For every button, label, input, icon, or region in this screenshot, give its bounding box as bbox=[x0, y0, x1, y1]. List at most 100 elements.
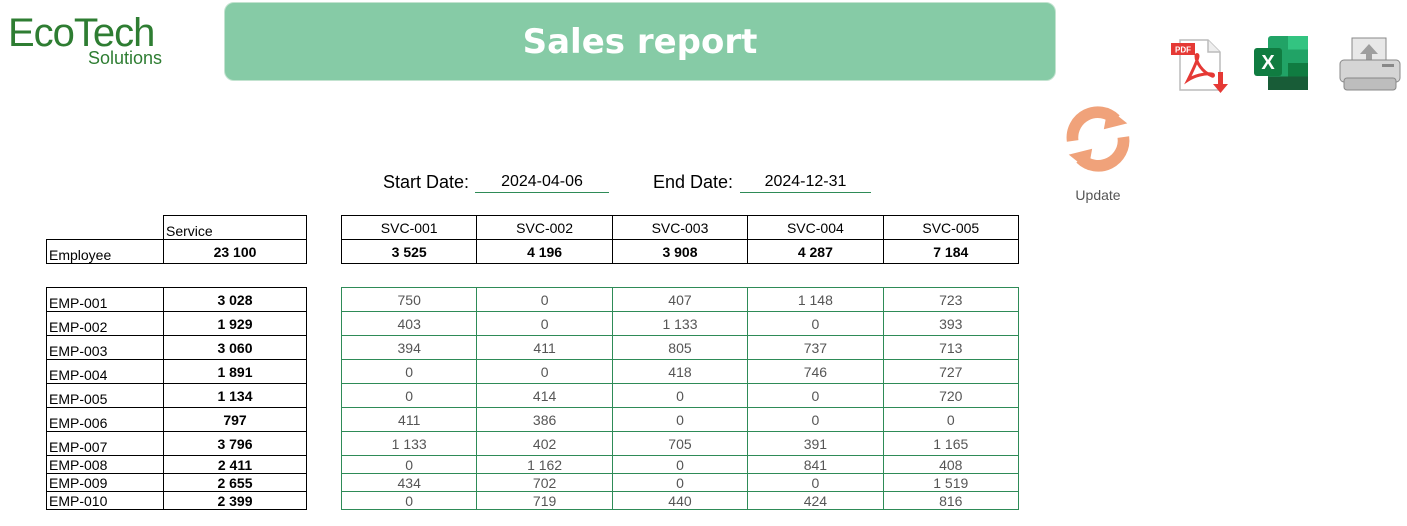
sales-cell: 0 bbox=[476, 287, 613, 312]
start-date-field[interactable]: 2024-04-06 bbox=[475, 172, 609, 193]
table-row: EMP-001 3 028 bbox=[46, 287, 307, 312]
employee-total: 2 411 bbox=[163, 455, 307, 474]
service-code-header: SVC-003 bbox=[611, 215, 749, 240]
sales-cell: 719 bbox=[476, 491, 613, 510]
sales-cell: 0 bbox=[747, 407, 884, 432]
sales-cell: 727 bbox=[882, 359, 1020, 384]
grid-row: 0 414 0 0 720 bbox=[340, 383, 1020, 408]
sales-cell: 1 148 bbox=[747, 287, 884, 312]
employee-id: EMP-008 bbox=[46, 455, 164, 474]
service-total: 3 525 bbox=[340, 239, 478, 264]
pdf-export-icon[interactable]: PDF bbox=[1168, 34, 1232, 96]
grid-row: 403 0 1 133 0 393 bbox=[340, 311, 1020, 336]
sales-cell: 841 bbox=[747, 455, 884, 474]
employee-total: 3 060 bbox=[163, 335, 307, 360]
employee-total: 3 796 bbox=[163, 431, 307, 456]
table-row: EMP-009 2 655 bbox=[46, 473, 307, 492]
employee-id: EMP-004 bbox=[46, 359, 164, 384]
grid-row: 0 719 440 424 816 bbox=[340, 491, 1020, 510]
employee-total: 1 891 bbox=[163, 359, 307, 384]
sales-cell: 403 bbox=[340, 311, 478, 336]
sales-cell: 0 bbox=[340, 359, 478, 384]
sales-cell: 386 bbox=[476, 407, 613, 432]
table-row: EMP-010 2 399 bbox=[46, 491, 307, 510]
end-date-field[interactable]: 2024-12-31 bbox=[740, 172, 871, 193]
sales-cell: 0 bbox=[747, 311, 884, 336]
update-button[interactable]: Update bbox=[1058, 100, 1138, 210]
sales-cell: 720 bbox=[882, 383, 1020, 408]
table-row: EMP-006 797 bbox=[46, 407, 307, 432]
excel-export-icon[interactable]: X bbox=[1250, 32, 1314, 94]
sales-cell: 0 bbox=[611, 383, 749, 408]
sales-cell: 0 bbox=[611, 455, 749, 474]
grid-row: 394 411 805 737 713 bbox=[340, 335, 1020, 360]
service-code-header: SVC-005 bbox=[882, 215, 1020, 240]
sales-cell: 402 bbox=[476, 431, 613, 456]
service-total: 4 287 bbox=[747, 239, 884, 264]
employee-totals-table: EMP-001 3 028 EMP-002 1 929 EMP-003 3 060 EMP-… bbox=[46, 287, 307, 510]
employee-total: 1 134 bbox=[163, 383, 307, 408]
sales-grid: 750 0 407 1 148 723 403 0 1 133 0 393 394 411 805 737… bbox=[340, 287, 1020, 510]
service-code-header: SVC-004 bbox=[747, 215, 884, 240]
sales-cell: 407 bbox=[611, 287, 749, 312]
service-total: 4 196 bbox=[476, 239, 613, 264]
service-total: 7 184 bbox=[882, 239, 1020, 264]
sales-cell: 0 bbox=[340, 455, 478, 474]
company-logo: EcoTech Solutions bbox=[8, 12, 178, 72]
sales-cell: 414 bbox=[476, 383, 613, 408]
employee-total: 797 bbox=[163, 407, 307, 432]
start-date-label: Start Date: bbox=[383, 172, 470, 192]
sales-cell: 0 bbox=[340, 491, 478, 510]
service-header-table: SVC-001 SVC-002 SVC-003 SVC-004 SVC-005 3 52… bbox=[340, 215, 1020, 264]
employee-id: EMP-010 bbox=[46, 491, 164, 510]
sales-cell: 1 519 bbox=[882, 473, 1020, 492]
printer-icon[interactable] bbox=[1338, 34, 1402, 96]
sales-cell: 1 162 bbox=[476, 455, 613, 474]
employee-id: EMP-009 bbox=[46, 473, 164, 492]
sales-cell: 418 bbox=[611, 359, 749, 384]
grid-row: 434 702 0 0 1 519 bbox=[340, 473, 1020, 492]
service-code-header: SVC-001 bbox=[340, 215, 478, 240]
table-row: EMP-003 3 060 bbox=[46, 335, 307, 360]
employee-id: EMP-005 bbox=[46, 383, 164, 408]
grand-total: 23 100 bbox=[163, 239, 307, 264]
sales-cell: 805 bbox=[611, 335, 749, 360]
sales-cell: 713 bbox=[882, 335, 1020, 360]
service-header: Service bbox=[163, 215, 307, 240]
employee-id: EMP-001 bbox=[46, 287, 164, 312]
sales-cell: 1 165 bbox=[882, 431, 1020, 456]
sales-cell: 816 bbox=[882, 491, 1020, 510]
table-row: EMP-004 1 891 bbox=[46, 359, 307, 384]
sales-cell: 408 bbox=[882, 455, 1020, 474]
sales-cell: 0 bbox=[747, 473, 884, 492]
sales-cell: 434 bbox=[340, 473, 478, 492]
refresh-icon bbox=[1066, 106, 1130, 172]
employee-total: 2 399 bbox=[163, 491, 307, 510]
sales-cell: 424 bbox=[747, 491, 884, 510]
sales-cell: 0 bbox=[340, 383, 478, 408]
table-row: EMP-005 1 134 bbox=[46, 383, 307, 408]
grid-row: 750 0 407 1 148 723 bbox=[340, 287, 1020, 312]
logo-subtitle: Solutions bbox=[88, 48, 163, 68]
service-total: 3 908 bbox=[611, 239, 749, 264]
sales-cell: 394 bbox=[340, 335, 478, 360]
service-code-header: SVC-002 bbox=[476, 215, 613, 240]
logo-brand: EcoTech bbox=[8, 11, 155, 55]
sales-cell: 0 bbox=[611, 407, 749, 432]
sales-cell: 0 bbox=[611, 473, 749, 492]
table-row: EMP-002 1 929 bbox=[46, 311, 307, 336]
summary-table: Service Employee 23 100 bbox=[46, 215, 307, 264]
sales-cell: 0 bbox=[476, 311, 613, 336]
grid-row: 411 386 0 0 0 bbox=[340, 407, 1020, 432]
table-row: EMP-008 2 411 bbox=[46, 455, 307, 474]
employee-id: EMP-006 bbox=[46, 407, 164, 432]
sales-cell: 393 bbox=[882, 311, 1020, 336]
sales-cell: 391 bbox=[747, 431, 884, 456]
employee-total: 2 655 bbox=[163, 473, 307, 492]
sales-cell: 737 bbox=[747, 335, 884, 360]
sales-cell: 0 bbox=[882, 407, 1020, 432]
grid-row: 1 133 402 705 391 1 165 bbox=[340, 431, 1020, 456]
sales-cell: 723 bbox=[882, 287, 1020, 312]
sales-cell: 440 bbox=[611, 491, 749, 510]
